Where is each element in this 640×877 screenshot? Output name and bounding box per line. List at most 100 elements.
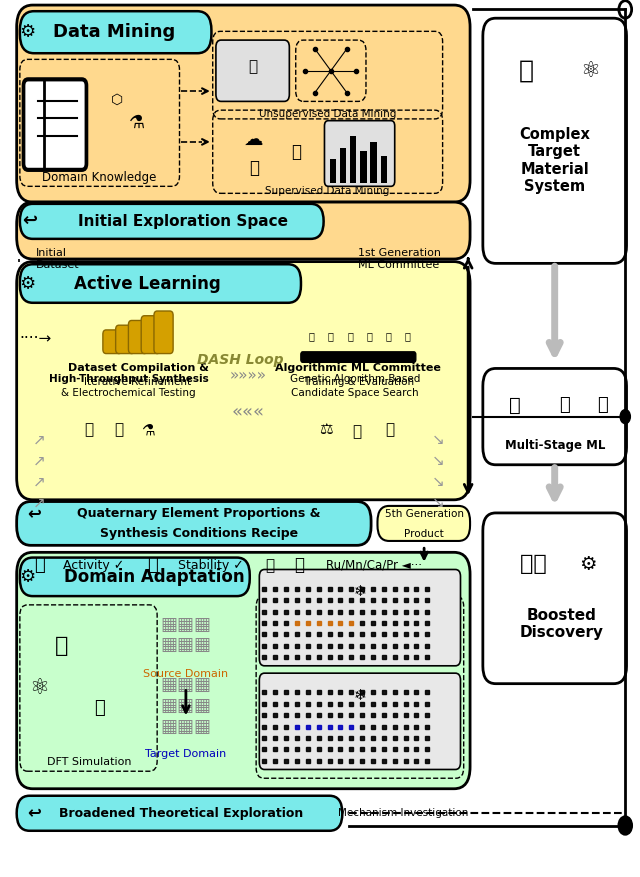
Text: Algorithmic ML Committee: Algorithmic ML Committee bbox=[275, 363, 441, 374]
Text: ⚙: ⚙ bbox=[19, 23, 36, 41]
FancyBboxPatch shape bbox=[17, 502, 371, 545]
Text: ☁: ☁ bbox=[244, 130, 264, 149]
FancyBboxPatch shape bbox=[483, 513, 627, 684]
Text: 🚦: 🚦 bbox=[596, 396, 607, 414]
Text: DFT Simulation: DFT Simulation bbox=[47, 758, 131, 767]
Text: ↗: ↗ bbox=[33, 496, 45, 510]
Text: Multi-Stage ML: Multi-Stage ML bbox=[504, 439, 605, 452]
Text: 🔍: 🔍 bbox=[308, 331, 315, 341]
FancyBboxPatch shape bbox=[17, 202, 470, 259]
Text: ▦▦▦
▦▦▦
▦▦▦: ▦▦▦ ▦▦▦ ▦▦▦ bbox=[161, 676, 211, 736]
Text: Boosted
Discovery: Boosted Discovery bbox=[520, 608, 604, 640]
Text: ↘: ↘ bbox=[432, 432, 445, 447]
Text: ⚛: ⚛ bbox=[29, 678, 49, 698]
FancyBboxPatch shape bbox=[259, 674, 461, 769]
FancyBboxPatch shape bbox=[483, 368, 627, 465]
Text: Ru/Mn/Ca/Pr ◄···: Ru/Mn/Ca/Pr ◄··· bbox=[326, 559, 422, 572]
FancyBboxPatch shape bbox=[324, 121, 395, 186]
FancyBboxPatch shape bbox=[129, 320, 148, 353]
Text: Initial Exploration Space: Initial Exploration Space bbox=[77, 214, 288, 229]
Text: Target Domain: Target Domain bbox=[145, 749, 227, 759]
Text: Active Learning: Active Learning bbox=[74, 275, 221, 293]
Bar bbox=[340, 147, 346, 182]
Text: 🧪: 🧪 bbox=[84, 422, 93, 438]
FancyBboxPatch shape bbox=[20, 558, 250, 596]
FancyBboxPatch shape bbox=[17, 261, 470, 500]
Text: ▦▦▦
▦▦▦: ▦▦▦ ▦▦▦ bbox=[161, 616, 211, 654]
Text: ❄: ❄ bbox=[354, 688, 367, 702]
FancyBboxPatch shape bbox=[17, 5, 470, 202]
FancyBboxPatch shape bbox=[24, 81, 86, 168]
FancyBboxPatch shape bbox=[116, 325, 135, 353]
Text: 🔋: 🔋 bbox=[34, 557, 45, 574]
Text: 💻: 💻 bbox=[94, 699, 105, 717]
Circle shape bbox=[619, 816, 632, 834]
FancyBboxPatch shape bbox=[20, 264, 301, 303]
FancyBboxPatch shape bbox=[23, 79, 87, 170]
Text: ↗: ↗ bbox=[33, 453, 45, 468]
Text: ↘: ↘ bbox=[432, 453, 445, 468]
Text: 🔍: 🔍 bbox=[385, 331, 391, 341]
Text: 🧩: 🧩 bbox=[518, 59, 534, 82]
Text: Mechanism Investigation: Mechanism Investigation bbox=[338, 809, 468, 818]
Text: Domain Adaptation: Domain Adaptation bbox=[63, 567, 244, 586]
Text: ⚙: ⚙ bbox=[19, 567, 36, 586]
Text: ⚙: ⚙ bbox=[579, 554, 596, 574]
FancyBboxPatch shape bbox=[154, 311, 173, 353]
Text: Activity ✓: Activity ✓ bbox=[63, 559, 125, 572]
Text: ⚙: ⚙ bbox=[19, 275, 36, 293]
Text: ↩: ↩ bbox=[28, 804, 42, 823]
Text: DASH Loop: DASH Loop bbox=[197, 353, 284, 367]
Text: Supervised Data Mining: Supervised Data Mining bbox=[266, 186, 390, 196]
Text: ⬡: ⬡ bbox=[111, 93, 124, 107]
Text: Genetic Algorithm-Based: Genetic Algorithm-Based bbox=[290, 374, 420, 384]
Text: ↘: ↘ bbox=[432, 474, 445, 489]
Text: Candidate Space Search: Candidate Space Search bbox=[291, 388, 419, 398]
Text: Dataset Compilation &: Dataset Compilation & bbox=[68, 363, 209, 374]
Text: ⚛: ⚛ bbox=[580, 61, 600, 81]
Text: 📦: 📦 bbox=[249, 160, 259, 177]
Text: Unsupervised Data Mining: Unsupervised Data Mining bbox=[259, 109, 396, 118]
Text: ↗: ↗ bbox=[33, 474, 45, 489]
Text: Product: Product bbox=[404, 529, 444, 538]
Text: 🔌: 🔌 bbox=[559, 396, 570, 414]
Text: 👨‍🔬: 👨‍🔬 bbox=[520, 554, 547, 574]
Text: Broadened Theoretical Exploration: Broadened Theoretical Exploration bbox=[59, 807, 303, 820]
Text: ↩: ↩ bbox=[28, 505, 42, 523]
Text: «««: ««« bbox=[232, 403, 265, 421]
Text: »»»»: »»»» bbox=[230, 368, 267, 383]
Text: 👥: 👥 bbox=[353, 424, 362, 439]
Text: ⏱: ⏱ bbox=[148, 557, 158, 574]
Text: & Electrochemical Testing: & Electrochemical Testing bbox=[61, 388, 196, 398]
Text: 🔍: 🔍 bbox=[404, 331, 410, 341]
Text: 🔍: 🔍 bbox=[347, 331, 353, 341]
Text: 📊: 📊 bbox=[248, 59, 257, 74]
Text: 💡: 💡 bbox=[291, 143, 301, 160]
Text: ↘: ↘ bbox=[432, 496, 445, 510]
Text: ↗: ↗ bbox=[33, 432, 45, 447]
FancyBboxPatch shape bbox=[17, 795, 342, 831]
Text: Complex
Target
Material
System: Complex Target Material System bbox=[519, 127, 590, 194]
Text: 🧠: 🧠 bbox=[509, 396, 520, 415]
Text: 🖥: 🖥 bbox=[54, 637, 68, 657]
Text: ⚗: ⚗ bbox=[129, 114, 145, 132]
Text: Source Domain: Source Domain bbox=[143, 669, 228, 680]
Text: Initial
Dataset: Initial Dataset bbox=[36, 248, 79, 270]
Bar bbox=[360, 151, 367, 182]
FancyBboxPatch shape bbox=[216, 40, 289, 102]
Circle shape bbox=[620, 410, 630, 424]
FancyBboxPatch shape bbox=[141, 316, 161, 353]
Text: Quaternary Element Proportions &: Quaternary Element Proportions & bbox=[77, 507, 321, 520]
Text: Data Mining: Data Mining bbox=[53, 23, 175, 41]
Text: 🧱: 🧱 bbox=[294, 557, 305, 574]
Bar bbox=[330, 160, 336, 182]
Text: ⚗: ⚗ bbox=[141, 422, 154, 438]
FancyBboxPatch shape bbox=[378, 506, 470, 541]
Bar bbox=[381, 156, 387, 182]
Text: Synthesis Conditions Recipe: Synthesis Conditions Recipe bbox=[100, 527, 298, 540]
FancyBboxPatch shape bbox=[20, 11, 211, 53]
Text: Stability ✓: Stability ✓ bbox=[178, 559, 244, 572]
Text: Domain Knowledge: Domain Knowledge bbox=[42, 171, 157, 184]
Text: 🔍: 🔍 bbox=[328, 331, 334, 341]
Text: ❄: ❄ bbox=[354, 584, 367, 599]
